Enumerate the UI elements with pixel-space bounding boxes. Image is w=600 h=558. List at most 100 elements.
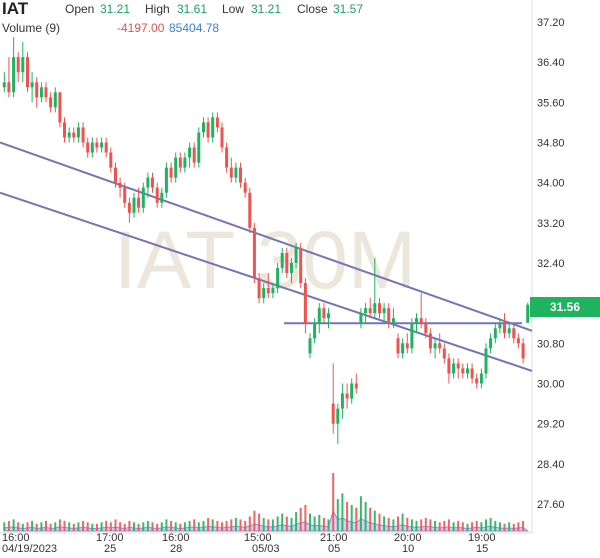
candle-body <box>239 167 242 183</box>
volume-bar <box>123 523 126 532</box>
last-price-tag: 31.56 <box>530 297 600 317</box>
candle-body <box>484 348 488 374</box>
volume-bar <box>378 513 381 531</box>
candle-body <box>229 167 233 178</box>
volume-bar <box>7 520 10 531</box>
candle-body <box>174 157 178 178</box>
candle-body <box>21 57 25 73</box>
candle-body <box>424 323 428 334</box>
candle-body <box>30 82 34 88</box>
volume-bar <box>100 522 103 531</box>
volume-bar <box>58 519 61 531</box>
candle-body <box>438 343 442 349</box>
candle-body <box>127 202 131 213</box>
x-tick-date: 05/03 <box>252 543 280 555</box>
candle-body <box>271 288 275 294</box>
candle-body <box>248 192 252 228</box>
volume-bar <box>142 522 145 531</box>
candle-body <box>428 333 432 349</box>
y-tick-label: 34.00 <box>537 178 565 190</box>
volume-bar <box>45 520 47 531</box>
candle-body <box>164 167 168 193</box>
candle-body <box>76 127 80 138</box>
candle-body <box>81 127 85 143</box>
candle-body <box>192 147 196 163</box>
y-tick-label: 30.80 <box>537 338 565 350</box>
volume-bar <box>244 520 247 531</box>
volume-bar <box>262 518 265 532</box>
volume-bar <box>179 523 182 532</box>
volume-bar <box>146 520 149 531</box>
candle-body <box>456 363 460 369</box>
volume-bar <box>221 522 223 531</box>
volume-bar <box>475 520 478 531</box>
volume-bar <box>49 523 52 532</box>
candle-body <box>7 82 11 93</box>
candle-body <box>466 368 469 374</box>
volume-bar <box>133 522 135 531</box>
candle-body <box>479 373 483 384</box>
volume-bar <box>188 520 191 531</box>
candle-body <box>313 323 317 339</box>
candle-body <box>498 323 502 329</box>
volume-bar <box>350 504 353 531</box>
candle-body <box>391 318 395 324</box>
volume-bar <box>485 519 487 531</box>
candle-body <box>118 182 122 188</box>
volume-bar <box>156 523 159 532</box>
candle-body <box>53 92 57 108</box>
symbol: IAT <box>2 0 29 18</box>
candle-body <box>461 368 465 374</box>
candle-body <box>507 328 511 334</box>
candle-body <box>345 393 349 399</box>
candle-body <box>280 253 284 269</box>
y-tick-label: 29.20 <box>537 419 565 431</box>
x-tick-time: 19:00 <box>468 532 496 544</box>
volume-bar <box>332 473 335 531</box>
candles <box>2 37 530 444</box>
volume-bar <box>461 522 464 531</box>
volume-bar <box>68 522 71 531</box>
candle-body <box>447 358 451 374</box>
volume-bar <box>397 516 399 531</box>
volume-bar <box>434 520 437 531</box>
candle-body <box>405 343 409 349</box>
candle-body <box>72 132 76 138</box>
y-tick-label: 30.00 <box>537 379 565 391</box>
high-value: 31.61 <box>177 2 208 16</box>
volume-bar <box>383 516 386 531</box>
candle-body <box>452 363 456 374</box>
volume-bar <box>508 522 511 531</box>
candle-body <box>303 283 307 324</box>
candle-body <box>35 82 39 98</box>
volume-bar <box>40 522 43 531</box>
volume-bar <box>503 523 506 532</box>
volume-bar <box>160 522 163 531</box>
candle-body <box>415 318 418 324</box>
candle-body <box>299 247 303 283</box>
volume-bar <box>304 504 307 531</box>
candle-body <box>183 157 187 168</box>
x-tick-time: 21:00 <box>320 532 348 544</box>
volume-bar <box>369 507 372 531</box>
volume-bar <box>128 520 131 531</box>
candle-body <box>419 318 423 324</box>
candle-body <box>123 187 127 203</box>
volume-bar <box>31 520 34 531</box>
candle-body <box>350 383 354 399</box>
candle-body <box>331 403 335 424</box>
volume-bar <box>295 512 298 531</box>
candle-body <box>225 147 229 168</box>
candle-body <box>526 304 530 323</box>
candle-body <box>410 323 414 349</box>
volume-bar <box>35 523 38 532</box>
candle-body <box>364 308 368 314</box>
volume-bar <box>359 496 362 531</box>
volume-bar <box>77 522 80 531</box>
candle-body <box>220 127 224 148</box>
candle-body <box>327 313 330 319</box>
candle-body <box>317 308 321 324</box>
volume-bar <box>114 519 117 531</box>
candle-body <box>197 132 201 163</box>
quote-header: IAT Open 31.21 High 31.61 Low 31.21 Clos… <box>0 0 600 40</box>
